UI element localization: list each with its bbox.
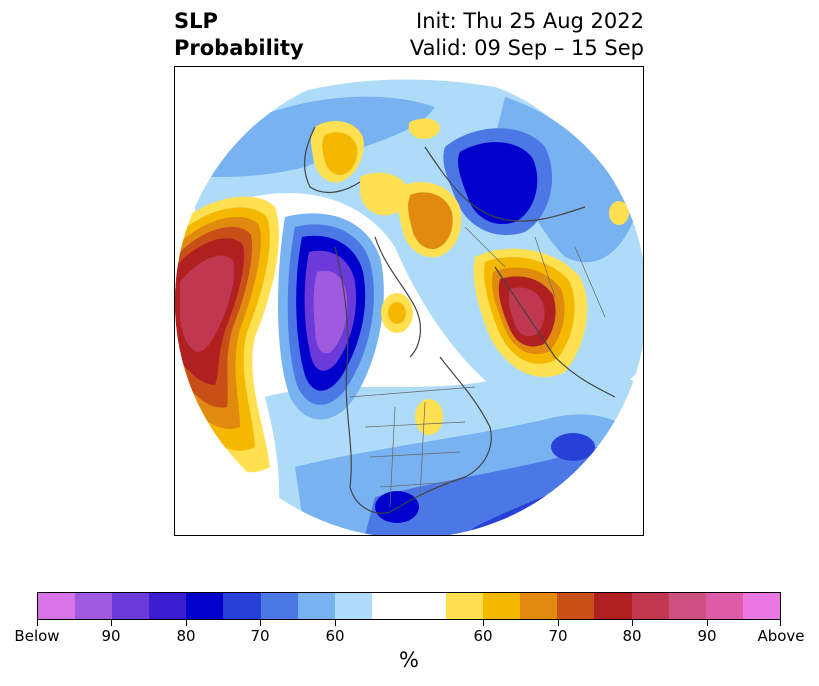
colorbar-tick-label: Below [14, 627, 60, 645]
above-60-north-atlantic [360, 172, 411, 216]
colorbar-swatch [557, 593, 595, 619]
greenland-outline [304, 126, 361, 194]
colorbar-tick [186, 620, 187, 626]
colorbar-tick [780, 620, 781, 626]
colorbar-swatch [483, 593, 521, 619]
western-canada-below-anomaly [313, 270, 348, 354]
map-disc [175, 67, 643, 535]
title-variable: SLP [174, 9, 218, 33]
chart-title-left: SLP Probability [174, 8, 304, 62]
us-canada-border [349, 386, 476, 398]
colorbar-swatch [408, 593, 447, 619]
us-state-lines [364, 421, 466, 488]
above-65-greenland [322, 132, 358, 175]
colorbar-tick [111, 620, 112, 626]
colorbar-tick-label: 70 [548, 627, 568, 645]
colorbar-tick [260, 620, 261, 626]
colorbar-swatch [594, 593, 632, 619]
colorbar [37, 592, 781, 620]
title-init-date: Init: Thu 25 Aug 2022 [416, 9, 644, 33]
pacific-above-anomaly [179, 255, 235, 352]
scandinavia-above-anomaly [408, 192, 453, 250]
title-type: Probability [174, 36, 304, 60]
colorbar-swatch [149, 593, 187, 619]
colorbar-swatch [371, 593, 409, 619]
arctic-siberia-below-anomaly [457, 142, 538, 224]
north-america-east-coast [389, 356, 492, 513]
colorbar-tick [483, 620, 484, 626]
colorbar-tick-label: 90 [101, 627, 121, 645]
colorbar-swatch [186, 593, 224, 619]
eurasia-south-border [494, 266, 616, 398]
colorbar-swatch [223, 593, 261, 619]
map-panel [174, 66, 644, 536]
colorbar-swatch [742, 593, 780, 619]
title-valid-range: Valid: 09 Sep – 15 Sep [409, 36, 644, 60]
southern-us-below-anomaly [375, 491, 419, 523]
colorbar-tick-label: Above [757, 627, 805, 645]
below-80-region-atlantic [551, 433, 595, 461]
colorbar-tick [632, 620, 633, 626]
above-65-pole [388, 302, 406, 324]
colorbar-tick [558, 620, 559, 626]
above-85-russia [508, 287, 545, 337]
colorbar-swatch [75, 593, 113, 619]
hudson-bay-outline [374, 236, 422, 358]
above-60-arctic-small [408, 118, 440, 139]
eurasia-north-coast [424, 146, 586, 222]
colorbar-swatch [297, 593, 335, 619]
colorbar-swatch [334, 593, 372, 619]
north-america-west-coast [334, 246, 391, 514]
polar-map [175, 67, 643, 535]
colorbar-swatch [446, 593, 484, 619]
colorbar-swatch [705, 593, 743, 619]
us-state-lines-vertical [389, 401, 426, 508]
colorbar-tick-label: 70 [250, 627, 270, 645]
colorbar-swatch [668, 593, 706, 619]
colorbar-tick [335, 620, 336, 626]
colorbar-swatch [260, 593, 298, 619]
colorbar-tick-label: 60 [325, 627, 345, 645]
colorbar-tick [37, 620, 38, 626]
colorbar-tick-label: 60 [473, 627, 493, 645]
colorbar-swatch [631, 593, 669, 619]
above-60-north-america [415, 399, 443, 435]
colorbar-swatch [112, 593, 150, 619]
chart-title-right: Init: Thu 25 Aug 2022 Valid: 09 Sep – 15… [410, 8, 644, 62]
colorbar-swatch [520, 593, 558, 619]
above-60-east-asia [609, 201, 629, 225]
colorbar-tick [707, 620, 708, 626]
colorbar-tick-label: 80 [622, 627, 642, 645]
colorbar-swatch [38, 593, 76, 619]
eurasia-borders [464, 226, 606, 318]
country-borders [349, 226, 606, 508]
colorbar-tick-label: 80 [176, 627, 196, 645]
colorbar-tick-label: 90 [697, 627, 717, 645]
colorbar-unit-label: % [399, 648, 419, 672]
